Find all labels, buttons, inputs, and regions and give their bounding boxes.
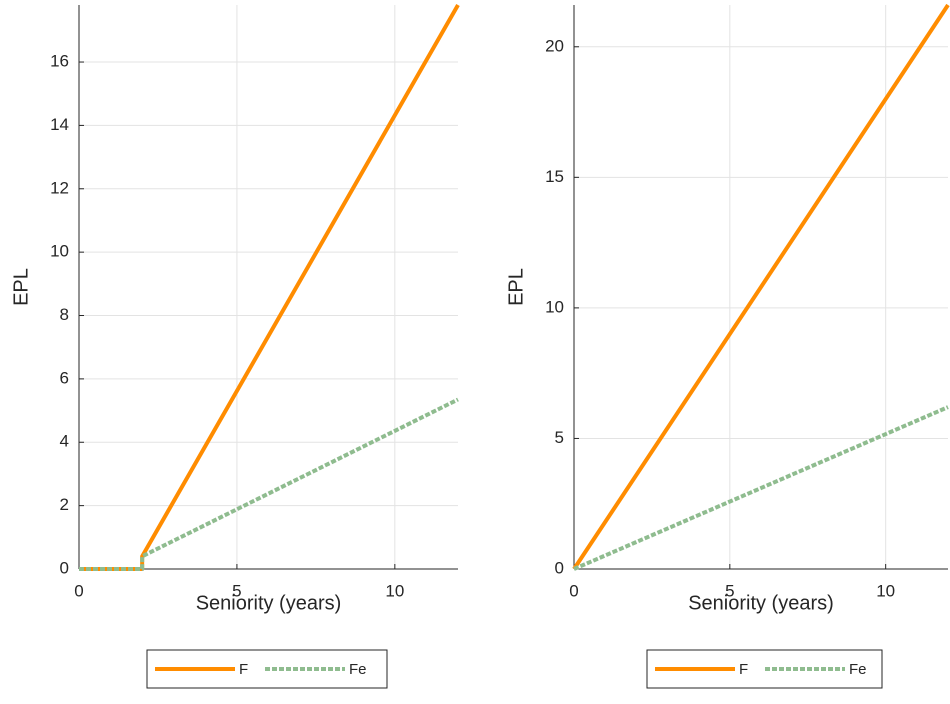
legend-label: F — [739, 661, 748, 678]
y-tick-label: 6 — [60, 368, 69, 387]
y-tick-label: 15 — [545, 167, 564, 186]
y-tick-label: 10 — [545, 297, 564, 316]
x-tick-label: 0 — [569, 581, 578, 600]
x-axis-label: Seniority (years) — [688, 592, 834, 614]
x-tick-label: 10 — [876, 581, 895, 600]
y-tick-label: 20 — [545, 36, 564, 55]
data-line — [573, 405, 949, 571]
data-line — [572, 3, 950, 571]
y-tick-label: 16 — [50, 52, 69, 71]
y-tick-label: 5 — [555, 428, 564, 447]
legend-label: Fe — [349, 661, 367, 678]
y-tick-label: 10 — [50, 242, 69, 261]
legend-label: Fe — [849, 661, 867, 678]
y-tick-label: 14 — [50, 115, 69, 134]
x-tick-label: 0 — [74, 581, 83, 600]
y-tick-label: 2 — [60, 495, 69, 514]
legend-label: F — [239, 661, 248, 678]
y-axis-label: EPL — [505, 268, 527, 306]
data-line — [79, 397, 459, 571]
x-tick-label: 5 — [725, 581, 734, 600]
y-tick-label: 12 — [50, 178, 69, 197]
y-tick-label: 4 — [60, 432, 69, 451]
y-tick-label: 0 — [555, 558, 564, 577]
y-tick-label: 0 — [60, 558, 69, 577]
y-axis-label: EPL — [10, 268, 32, 306]
y-tick-label: 8 — [60, 305, 69, 324]
data-line — [79, 4, 460, 571]
x-axis-label: Seniority (years) — [196, 592, 342, 614]
x-tick-label: 10 — [385, 581, 404, 600]
x-tick-label: 5 — [232, 581, 241, 600]
